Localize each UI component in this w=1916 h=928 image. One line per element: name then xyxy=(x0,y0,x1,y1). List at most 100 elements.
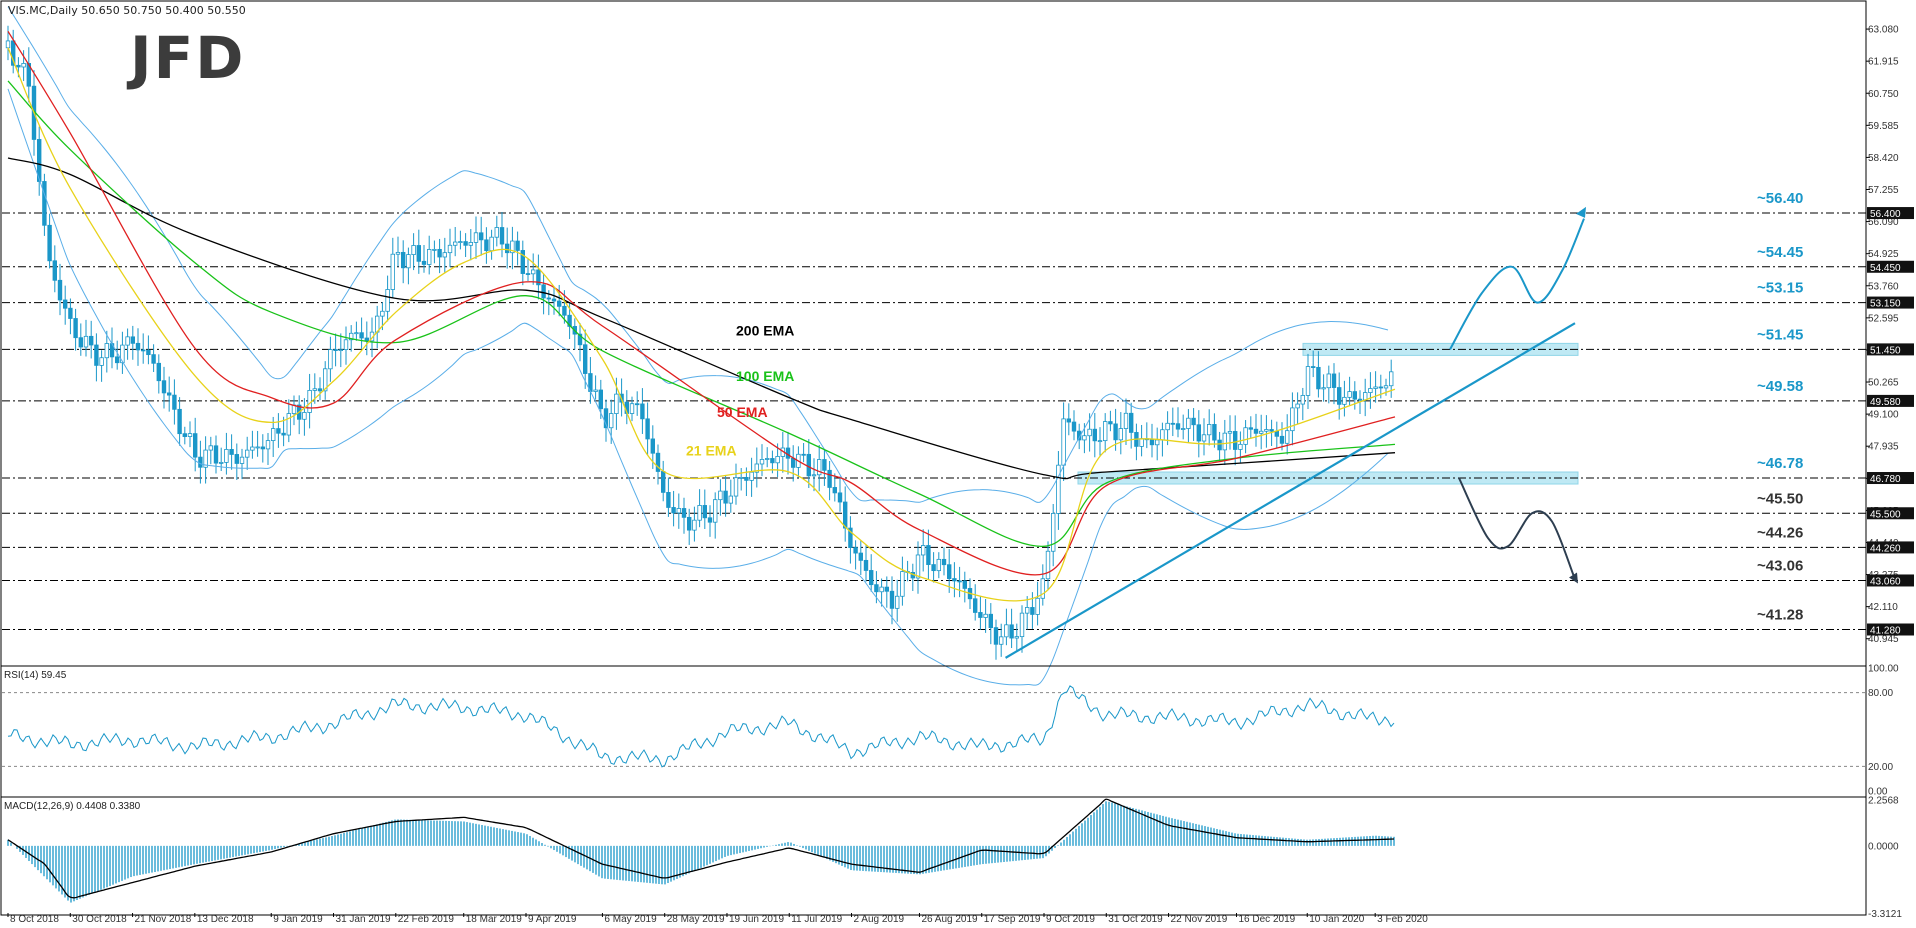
ema-annotation: 50 EMA xyxy=(717,404,768,420)
candle-body xyxy=(447,244,453,254)
axis-tag-label: 56.400 xyxy=(1870,209,1901,220)
candle-body xyxy=(1321,387,1326,390)
candle-body xyxy=(224,449,229,463)
candle-body xyxy=(411,245,416,255)
candle-body xyxy=(322,368,328,392)
candle-body xyxy=(1383,385,1389,389)
macd-axis-label: 2.2568 xyxy=(1868,795,1899,806)
x-tick-label: 21 Nov 2018 xyxy=(135,914,192,925)
bearish-arrow-head xyxy=(1569,572,1578,584)
candle-body xyxy=(921,545,926,556)
candle-body xyxy=(1259,430,1264,434)
candle-body xyxy=(531,269,536,275)
candle-body xyxy=(728,495,733,504)
candle-body xyxy=(156,362,161,382)
candle-body xyxy=(915,554,921,579)
candle-body xyxy=(650,438,655,454)
candle-body xyxy=(120,344,125,364)
candle-body xyxy=(707,517,713,523)
candle-body xyxy=(400,251,406,269)
candle-body xyxy=(1056,464,1061,514)
candle-body xyxy=(1175,423,1181,430)
candle-body xyxy=(1051,513,1056,552)
candle-body xyxy=(640,403,645,420)
candle-body xyxy=(16,64,21,68)
candle-body xyxy=(557,300,562,307)
candle-body xyxy=(1331,373,1337,388)
candle-body xyxy=(536,269,541,286)
candle-body xyxy=(1357,398,1363,401)
candle-body xyxy=(359,332,364,339)
candle-body xyxy=(614,393,619,414)
x-tick-label: 2 Aug 2019 xyxy=(854,914,905,925)
candle-body xyxy=(390,253,395,290)
candle-body xyxy=(962,580,967,589)
x-tick-label: 26 Aug 2019 xyxy=(921,914,978,925)
rsi-axis-label: 100.00 xyxy=(1868,664,1899,675)
candle-body xyxy=(645,418,650,440)
x-tick-label: 3 Feb 2020 xyxy=(1377,914,1428,925)
candle-body xyxy=(484,239,489,252)
candle-body xyxy=(822,459,827,471)
x-tick-label: 31 Oct 2019 xyxy=(1108,914,1163,925)
candle-body xyxy=(957,580,962,583)
candle-body xyxy=(655,452,661,472)
candle-body xyxy=(759,459,765,465)
candle-body xyxy=(567,314,572,327)
candle-body xyxy=(635,403,640,406)
candle-body xyxy=(1045,550,1051,580)
x-tick-label: 22 Nov 2019 xyxy=(1171,914,1228,925)
candle-body xyxy=(1378,386,1383,389)
y-tick-label: 50.265 xyxy=(1868,378,1899,389)
candle-body xyxy=(1368,388,1373,393)
candle-body xyxy=(1300,395,1305,405)
candle-body xyxy=(681,508,687,518)
candle-body xyxy=(63,299,68,309)
candle-body xyxy=(265,440,271,450)
y-tick-label: 47.935 xyxy=(1868,442,1899,453)
candle-body xyxy=(442,252,447,258)
candle-body xyxy=(525,273,531,275)
candle-body xyxy=(869,570,874,586)
rsi-axis-label: 0.00 xyxy=(1868,787,1888,798)
candle-body xyxy=(94,344,99,366)
candle-body xyxy=(52,260,57,281)
candle-body xyxy=(140,349,146,352)
candle-body xyxy=(754,463,759,473)
candle-body xyxy=(312,388,317,391)
level-label: ~44.26 xyxy=(1757,524,1803,541)
candle-body xyxy=(1035,597,1040,615)
level-label: ~54.45 xyxy=(1757,244,1803,261)
y-tick-label: 60.750 xyxy=(1868,89,1899,100)
candle-body xyxy=(68,307,73,319)
axis-tag-label: 46.780 xyxy=(1870,474,1901,485)
candle-body xyxy=(988,613,993,629)
y-tick-label: 58.420 xyxy=(1868,153,1899,164)
candle-body xyxy=(421,260,427,265)
candle-body xyxy=(593,389,598,392)
candle-body xyxy=(463,241,468,246)
candle-body xyxy=(952,578,957,582)
candle-body xyxy=(889,590,895,609)
candle-body xyxy=(723,490,728,504)
x-tick-label: 31 Jan 2019 xyxy=(336,914,391,925)
candle-body xyxy=(468,242,473,246)
candle-body xyxy=(135,342,141,351)
candle-body xyxy=(229,449,234,455)
candle-body xyxy=(1342,396,1347,405)
uptrend-line xyxy=(1004,322,1576,659)
candle-body xyxy=(1389,371,1394,387)
rsi-title: RSI(14) 59.45 xyxy=(4,670,67,681)
y-tick-label: 61.915 xyxy=(1868,57,1899,68)
bollinger-lower-line xyxy=(7,88,1389,686)
candle-body xyxy=(806,453,811,477)
candle-body xyxy=(255,446,260,449)
bearish-projection-path xyxy=(1458,477,1575,577)
candle-body xyxy=(343,339,349,351)
candle-body xyxy=(47,224,52,262)
candle-body xyxy=(1087,428,1092,437)
y-tick-label: 49.100 xyxy=(1868,410,1899,421)
candle-body xyxy=(1139,438,1144,447)
candle-body xyxy=(125,336,130,346)
